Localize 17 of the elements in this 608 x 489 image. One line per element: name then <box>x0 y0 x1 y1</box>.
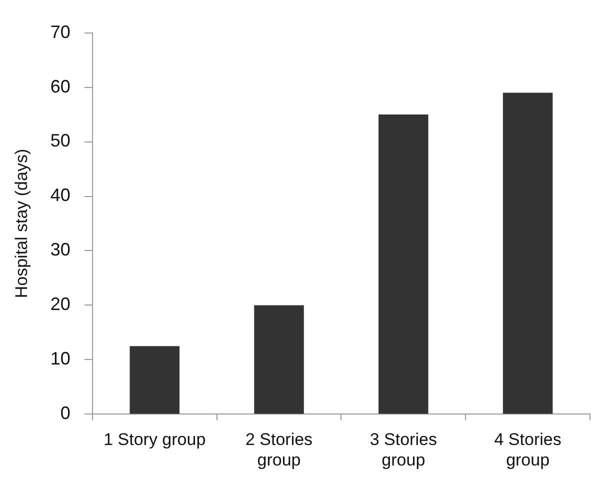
bar <box>254 305 304 414</box>
y-tick-label: 20 <box>50 294 70 314</box>
y-tick-label: 60 <box>50 76 70 96</box>
y-tick-label: 40 <box>50 185 70 206</box>
x-tick-label: 3 Stories group <box>370 430 437 470</box>
x-tick-label: 4 Stories group <box>494 430 562 470</box>
y-tick-label: 70 <box>50 22 70 42</box>
bar <box>378 114 428 414</box>
x-tick-label: 1 Story group <box>104 430 206 450</box>
y-tick-label: 10 <box>50 348 70 369</box>
bar <box>502 92 553 414</box>
y-axis-title: Hospital stay (days) <box>12 148 31 298</box>
y-tick-label: 0 <box>60 403 70 424</box>
y-tick-label: 30 <box>50 240 70 260</box>
x-tick-label: 2 Stories group <box>245 430 313 470</box>
y-tick-label: 50 <box>50 130 70 151</box>
bar <box>130 346 180 414</box>
